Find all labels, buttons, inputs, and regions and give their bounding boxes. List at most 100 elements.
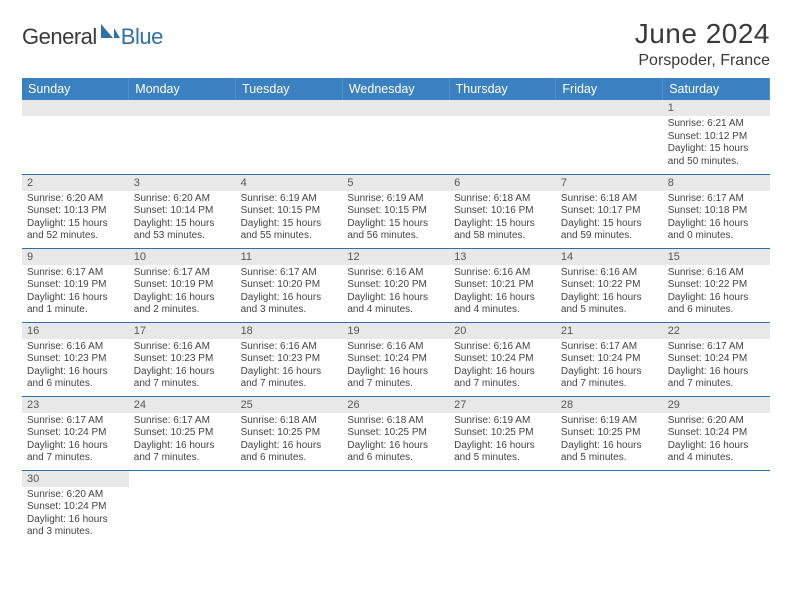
daylight-line: Daylight: 16 hours and 5 minutes.	[561, 440, 658, 465]
day-details: Sunrise: 6:16 AMSunset: 10:24 PMDaylight…	[449, 339, 556, 394]
sunset-line: Sunset: 10:20 PM	[347, 279, 444, 292]
calendar-cell	[556, 470, 663, 544]
sunset-line: Sunset: 10:16 PM	[454, 205, 551, 218]
calendar-cell	[342, 470, 449, 544]
day-number: 16	[22, 323, 129, 339]
day-number: 21	[556, 323, 663, 339]
daylight-line: Daylight: 16 hours and 7 minutes.	[134, 440, 231, 465]
calendar-table: SundayMondayTuesdayWednesdayThursdayFrid…	[22, 78, 770, 544]
day-number: 9	[22, 249, 129, 265]
day-details: Sunrise: 6:17 AMSunset: 10:19 PMDaylight…	[22, 265, 129, 320]
day-details: Sunrise: 6:17 AMSunset: 10:18 PMDaylight…	[663, 191, 770, 246]
sunrise-line: Sunrise: 6:20 AM	[134, 193, 231, 206]
day-details: Sunrise: 6:19 AMSunset: 10:15 PMDaylight…	[236, 191, 343, 246]
sunrise-line: Sunrise: 6:21 AM	[668, 118, 765, 131]
sunrise-line: Sunrise: 6:17 AM	[27, 267, 124, 280]
sunset-line: Sunset: 10:20 PM	[241, 279, 338, 292]
sunrise-line: Sunrise: 6:17 AM	[668, 341, 765, 354]
calendar-cell: 27Sunrise: 6:19 AMSunset: 10:25 PMDaylig…	[449, 396, 556, 470]
sunset-line: Sunset: 10:25 PM	[347, 427, 444, 440]
sunrise-line: Sunrise: 6:16 AM	[454, 341, 551, 354]
day-number: 5	[342, 175, 449, 191]
sunset-line: Sunset: 10:23 PM	[241, 353, 338, 366]
day-number: 7	[556, 175, 663, 191]
day-details: Sunrise: 6:16 AMSunset: 10:24 PMDaylight…	[342, 339, 449, 394]
title-block: June 2024 Porspoder, France	[635, 18, 770, 70]
day-details: Sunrise: 6:18 AMSunset: 10:17 PMDaylight…	[556, 191, 663, 246]
sunset-line: Sunset: 10:21 PM	[454, 279, 551, 292]
sunset-line: Sunset: 10:23 PM	[134, 353, 231, 366]
day-header-monday: Monday	[129, 78, 236, 100]
day-number: 23	[22, 397, 129, 413]
empty-day-bar	[449, 100, 556, 116]
daylight-line: Daylight: 16 hours and 6 minutes.	[347, 440, 444, 465]
sunset-line: Sunset: 10:24 PM	[454, 353, 551, 366]
calendar-cell: 22Sunrise: 6:17 AMSunset: 10:24 PMDaylig…	[663, 322, 770, 396]
daylight-line: Daylight: 16 hours and 5 minutes.	[454, 440, 551, 465]
calendar-cell: 20Sunrise: 6:16 AMSunset: 10:24 PMDaylig…	[449, 322, 556, 396]
sunset-line: Sunset: 10:15 PM	[241, 205, 338, 218]
calendar-cell	[449, 470, 556, 544]
calendar-cell: 28Sunrise: 6:19 AMSunset: 10:25 PMDaylig…	[556, 396, 663, 470]
sunrise-line: Sunrise: 6:20 AM	[668, 415, 765, 428]
page-header: General Blue June 2024 Porspoder, France	[22, 18, 770, 70]
day-details: Sunrise: 6:16 AMSunset: 10:20 PMDaylight…	[342, 265, 449, 320]
day-number: 2	[22, 175, 129, 191]
sunrise-line: Sunrise: 6:20 AM	[27, 489, 124, 502]
month-title: June 2024	[635, 18, 770, 50]
daylight-line: Daylight: 15 hours and 56 minutes.	[347, 218, 444, 243]
sunrise-line: Sunrise: 6:17 AM	[241, 267, 338, 280]
calendar-cell: 14Sunrise: 6:16 AMSunset: 10:22 PMDaylig…	[556, 248, 663, 322]
day-details: Sunrise: 6:19 AMSunset: 10:15 PMDaylight…	[342, 191, 449, 246]
day-details: Sunrise: 6:20 AMSunset: 10:24 PMDaylight…	[22, 487, 129, 542]
sunrise-line: Sunrise: 6:19 AM	[454, 415, 551, 428]
day-number: 10	[129, 249, 236, 265]
day-details: Sunrise: 6:19 AMSunset: 10:25 PMDaylight…	[449, 413, 556, 468]
sunset-line: Sunset: 10:22 PM	[668, 279, 765, 292]
calendar-cell: 10Sunrise: 6:17 AMSunset: 10:19 PMDaylig…	[129, 248, 236, 322]
empty-day-bar	[342, 100, 449, 116]
sunset-line: Sunset: 10:24 PM	[27, 427, 124, 440]
calendar-cell	[129, 470, 236, 544]
sunrise-line: Sunrise: 6:17 AM	[27, 415, 124, 428]
sunrise-line: Sunrise: 6:17 AM	[134, 267, 231, 280]
sunset-line: Sunset: 10:25 PM	[241, 427, 338, 440]
day-details: Sunrise: 6:20 AMSunset: 10:13 PMDaylight…	[22, 191, 129, 246]
calendar-cell	[236, 100, 343, 174]
sunrise-line: Sunrise: 6:19 AM	[347, 193, 444, 206]
calendar-cell: 5Sunrise: 6:19 AMSunset: 10:15 PMDayligh…	[342, 174, 449, 248]
calendar-cell: 2Sunrise: 6:20 AMSunset: 10:13 PMDayligh…	[22, 174, 129, 248]
sunrise-line: Sunrise: 6:17 AM	[668, 193, 765, 206]
calendar-cell: 8Sunrise: 6:17 AMSunset: 10:18 PMDayligh…	[663, 174, 770, 248]
daylight-line: Daylight: 16 hours and 2 minutes.	[134, 292, 231, 317]
logo-text-part1: General	[22, 24, 97, 50]
sunrise-line: Sunrise: 6:16 AM	[561, 267, 658, 280]
daylight-line: Daylight: 16 hours and 7 minutes.	[134, 366, 231, 391]
sunset-line: Sunset: 10:12 PM	[668, 131, 765, 144]
day-details: Sunrise: 6:19 AMSunset: 10:25 PMDaylight…	[556, 413, 663, 468]
day-number: 4	[236, 175, 343, 191]
sunset-line: Sunset: 10:25 PM	[561, 427, 658, 440]
day-details: Sunrise: 6:16 AMSunset: 10:21 PMDaylight…	[449, 265, 556, 320]
day-details: Sunrise: 6:17 AMSunset: 10:25 PMDaylight…	[129, 413, 236, 468]
calendar-cell: 15Sunrise: 6:16 AMSunset: 10:22 PMDaylig…	[663, 248, 770, 322]
day-details: Sunrise: 6:20 AMSunset: 10:14 PMDaylight…	[129, 191, 236, 246]
daylight-line: Daylight: 16 hours and 6 minutes.	[668, 292, 765, 317]
day-header-saturday: Saturday	[663, 78, 770, 100]
calendar-row: 2Sunrise: 6:20 AMSunset: 10:13 PMDayligh…	[22, 174, 770, 248]
calendar-row: 30Sunrise: 6:20 AMSunset: 10:24 PMDaylig…	[22, 470, 770, 544]
calendar-cell	[342, 100, 449, 174]
daylight-line: Daylight: 15 hours and 52 minutes.	[27, 218, 124, 243]
calendar-cell	[449, 100, 556, 174]
sunrise-line: Sunrise: 6:16 AM	[347, 341, 444, 354]
sunrise-line: Sunrise: 6:18 AM	[241, 415, 338, 428]
day-number: 15	[663, 249, 770, 265]
day-details: Sunrise: 6:17 AMSunset: 10:19 PMDaylight…	[129, 265, 236, 320]
calendar-body: 1 Sunrise: 6:21 AMSunset: 10:12 PM Dayligh…	[22, 100, 770, 544]
calendar-cell: 12Sunrise: 6:16 AMSunset: 10:20 PMDaylig…	[342, 248, 449, 322]
day-number: 29	[663, 397, 770, 413]
day-number: 1	[663, 100, 770, 116]
daylight-line: Daylight: 16 hours and 7 minutes.	[241, 366, 338, 391]
calendar-cell: 4Sunrise: 6:19 AMSunset: 10:15 PMDayligh…	[236, 174, 343, 248]
daylight-line: Daylight: 16 hours and 1 minute.	[27, 292, 124, 317]
